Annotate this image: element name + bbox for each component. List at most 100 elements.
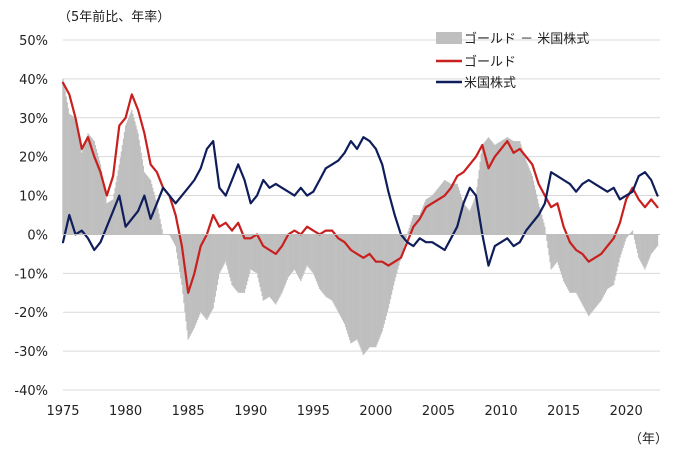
axes: -40% -30% -20% -10% 0% 10% 20% 30% 40% 50% 1975 198…	[14, 34, 660, 419]
diff-bar	[289, 234, 292, 275]
diff-bar	[68, 113, 70, 235]
diff-bar	[129, 115, 131, 235]
diff-bar	[534, 189, 537, 235]
diff-bar	[71, 115, 74, 235]
diff-bar	[366, 234, 369, 350]
diff-bar	[607, 234, 610, 289]
diff-bar	[577, 234, 579, 297]
y-tick-label: 0%	[27, 228, 48, 243]
diff-bar	[147, 177, 150, 235]
diff-bar	[203, 234, 205, 317]
diff-bar	[423, 204, 425, 235]
diff-bar	[117, 170, 119, 235]
diff-bar	[123, 132, 126, 235]
diff-bar	[259, 234, 261, 287]
diff-bar	[469, 211, 471, 235]
diff-bar	[570, 234, 572, 293]
diff-bar	[332, 234, 334, 303]
diff-bar	[277, 234, 279, 301]
diff-bar	[309, 234, 311, 270]
diff-bar	[115, 181, 117, 235]
diff-bar	[494, 145, 496, 235]
diff-bar	[210, 234, 212, 313]
diff-bar	[274, 234, 276, 304]
diff-bar	[448, 182, 450, 235]
diff-bar	[449, 183, 451, 235]
diff-bar	[255, 234, 257, 273]
diff-bar	[586, 234, 589, 315]
diff-bar	[598, 234, 600, 304]
diff-bar	[486, 138, 489, 235]
diff-bar	[205, 234, 207, 319]
diff-bar	[120, 151, 123, 235]
diff-bar	[254, 234, 256, 273]
diff-bar	[543, 222, 545, 235]
diff-bar	[635, 234, 638, 249]
diff-bar	[594, 234, 596, 309]
diff-bar	[548, 234, 550, 256]
diff-bar	[455, 183, 457, 235]
diff-bar	[578, 234, 580, 299]
diff-bar	[533, 185, 536, 235]
diff-bar	[512, 141, 515, 235]
diff-bar	[633, 234, 636, 240]
diff-bar	[368, 234, 371, 348]
diff-bar	[606, 234, 609, 289]
diff-bar	[77, 135, 80, 235]
diff-bar	[236, 234, 238, 292]
diff-bar	[305, 234, 307, 269]
diff-bar	[269, 234, 272, 298]
diff-bar	[441, 182, 444, 235]
diff-bar	[554, 234, 556, 265]
diff-bar	[644, 234, 646, 270]
diff-bar	[388, 234, 391, 304]
diff-bar	[641, 234, 643, 264]
diff-bar	[287, 234, 289, 278]
diff-bar	[267, 234, 270, 298]
diff-bar	[144, 173, 147, 235]
diff-bar	[651, 234, 653, 253]
diff-bar	[353, 234, 355, 342]
diff-bar	[177, 234, 179, 260]
diff-bar	[602, 234, 604, 297]
diff-bar	[108, 202, 110, 235]
diff-bar	[514, 141, 517, 235]
diff-bar	[131, 110, 133, 235]
y-tick-label: -30%	[14, 345, 48, 360]
x-tick-label: 2010	[485, 404, 518, 419]
x-tick-label: 1985	[172, 404, 205, 419]
diff-bar	[292, 234, 295, 271]
diff-bar	[290, 234, 293, 274]
diff-bar	[125, 122, 128, 235]
diff-bar	[407, 231, 409, 235]
diff-bar	[568, 234, 570, 291]
diff-bar	[304, 234, 306, 271]
diff-bar	[249, 234, 251, 274]
diff-bar	[523, 154, 525, 235]
diff-bar	[257, 234, 259, 278]
diff-bar	[385, 234, 387, 317]
diff-bar	[595, 234, 597, 308]
diff-bar	[540, 211, 542, 235]
diff-bar	[79, 141, 81, 235]
diff-bar	[306, 234, 308, 266]
diff-bar	[421, 209, 423, 235]
diff-bar	[599, 234, 601, 302]
diff-bar	[398, 234, 400, 266]
diff-bar	[313, 234, 316, 276]
diff-bar	[652, 234, 654, 252]
diff-bar	[501, 140, 503, 235]
diff-bar	[496, 143, 498, 235]
diff-bar	[525, 160, 527, 235]
diff-bar	[150, 183, 153, 235]
diff-bar	[349, 234, 351, 341]
diff-bar	[574, 234, 576, 293]
diff-bar	[333, 234, 335, 305]
x-tick-label: 2000	[359, 404, 392, 419]
diff-bar	[389, 234, 392, 300]
diff-bar	[432, 194, 434, 235]
diff-bar	[445, 180, 447, 235]
diff-bar	[356, 234, 358, 340]
y-tick-label: 50%	[19, 34, 48, 49]
diff-bar	[613, 234, 615, 285]
